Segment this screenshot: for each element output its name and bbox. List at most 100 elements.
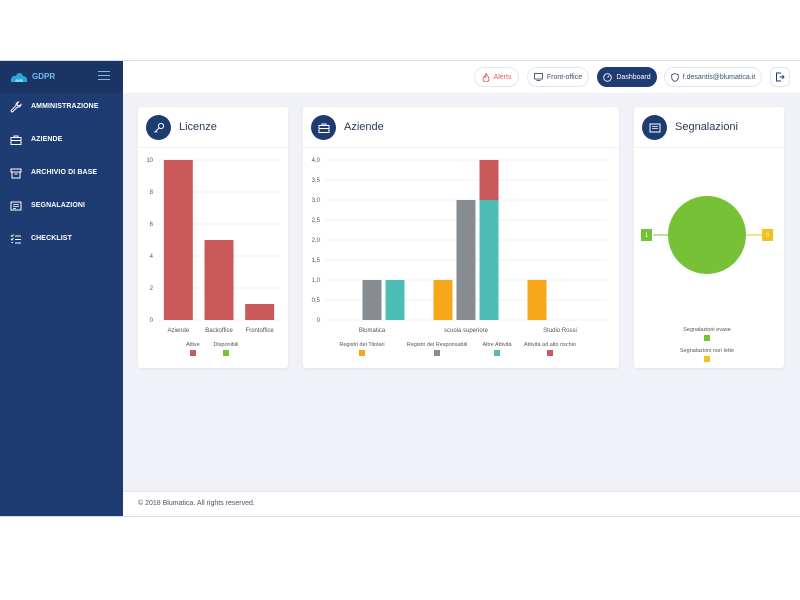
x-tick-label: Aziende [167,328,189,334]
segnalazioni-chart: 1 0 Segnalazioni evase Segnalazioni non let… [641,196,773,362]
sidebar-item-archivio[interactable]: ARCHIVIO DI BASE [0,163,123,185]
pie-slice [668,196,746,274]
y-tick-label: 3,0 [312,198,321,204]
bar [385,280,405,320]
sidebar-item-label: AZIENDE [31,136,63,143]
sidebar-item-label: ARCHIVIO DI BASE [31,169,98,176]
legend-label: Segnalazioni non lette [680,348,734,354]
logout-button[interactable] [770,67,790,87]
card-title: Aziende [344,121,384,133]
y-tick-label: 4,0 [312,158,321,164]
licenze-chart: 0 2 4 6 8 10 Aziende Backoffice Frontoffice Attiv… [146,158,280,356]
sidebar-item-checklist[interactable]: CHECKLIST [0,229,123,251]
shield-icon [671,72,679,82]
logout-icon [776,72,785,82]
legend-swatch [547,350,553,356]
legend-swatch [494,350,500,356]
segnalazioni-card: Segnalazioni 1 0 Segnalazioni evase Segnala… [634,107,784,368]
alerts-label: Alerts [493,73,512,81]
y-tick-label: 8 [150,190,154,196]
legend-swatch [223,350,229,356]
bar [479,160,499,200]
bar [527,280,547,320]
bar [433,280,453,320]
bar [163,160,193,320]
y-tick-label: 0,5 [312,298,321,304]
legend-label: Registri dei Responsabili [407,342,468,348]
x-tick-label: Blumatica [359,328,386,334]
legend-swatch [434,350,440,356]
dashboard-icon [603,72,613,82]
flame-icon [482,72,489,82]
legend-label: Attività ad alto rischio [524,342,576,348]
monitor-icon [533,73,543,81]
checklist-icon [10,234,21,244]
card-header: Licenze [138,107,288,148]
legend-label: Attive [186,342,200,348]
legend-label: Altre Attività [482,342,512,348]
sidebar-item-label: SEGNALAZIONI [31,202,86,209]
licenze-card: Licenze 0 2 4 6 8 10 Aziende Backoffice Frontoff… [138,107,288,368]
legend-swatch [359,350,365,356]
x-tick-label: Studio Rossi [543,328,577,334]
bar [456,200,476,320]
app-name: GDPR [32,72,56,81]
x-tick-label: scuola superiore [444,328,489,334]
legend-swatch [704,356,710,362]
legend-label: Registri dei Titolari [339,342,384,348]
bar [479,200,499,320]
copyright-text: © 2018 Blumatica. All rights reserved. [138,500,255,507]
value-label: 1 [645,233,649,239]
value-label: 0 [766,233,770,239]
user-account-button[interactable]: f.desantis@blumatica.it [664,67,762,87]
archive-icon [10,168,22,179]
aziende-card: Aziende 0 0,5 1,0 1,5 2,0 2,5 3,0 3,5 4,0 Blumati… [303,107,619,368]
legend-swatch [704,335,710,341]
briefcase-icon [10,135,22,145]
bar [362,280,382,320]
y-tick-label: 6 [150,222,154,228]
user-email: f.desantis@blumatica.it [682,73,756,81]
y-tick-label: 2,0 [312,238,321,244]
key-icon [146,115,171,140]
wrench-icon [10,101,22,113]
value-label-box [762,229,773,241]
legend-label: Segnalazioni evase [683,327,731,333]
y-tick-label: 2 [150,286,154,292]
app-frame: GDPR AMMINISTRAZIONE AZIENDE ARCHIVIO DI… [0,60,800,517]
y-tick-label: 3,5 [312,178,321,184]
sidebar-item-segnalazioni[interactable]: SEGNALAZIONI [0,196,123,218]
bar [204,240,234,320]
x-tick-label: Backoffice [205,328,233,334]
y-tick-label: 4 [150,254,154,260]
y-tick-label: 0 [317,318,321,324]
briefcase-icon [311,115,336,140]
dashboard-label: Dashboard [616,73,651,81]
message-icon [10,201,22,211]
logo-icon [10,73,28,82]
alerts-button[interactable]: Alerts [474,67,519,87]
topbar: Alerts Front-office Dashboard f.desantis… [123,61,800,93]
message-icon [642,115,667,140]
sidebar: GDPR AMMINISTRAZIONE AZIENDE ARCHIVIO DI… [0,61,123,516]
frontoffice-button[interactable]: Front-office [527,67,589,87]
footer: © 2018 Blumatica. All rights reserved. [123,491,800,516]
y-tick-label: 0 [150,318,154,324]
legend-swatch [190,350,196,356]
card-header: Segnalazioni [634,107,784,148]
sidebar-item-amministrazione[interactable]: AMMINISTRAZIONE [0,97,123,119]
x-tick-label: Frontoffice [246,328,275,334]
menu-toggle-icon[interactable] [98,71,110,83]
card-title: Licenze [179,121,217,133]
y-tick-label: 2,5 [312,218,321,224]
value-label-box [641,229,652,241]
sidebar-item-aziende[interactable]: AZIENDE [0,130,123,152]
dashboard-button[interactable]: Dashboard [597,67,657,87]
frontoffice-label: Front-office [546,73,583,81]
aziende-chart: 0 0,5 1,0 1,5 2,0 2,5 3,0 3,5 4,0 Blumatica scuola… [312,158,607,356]
sidebar-header: GDPR [0,61,123,93]
y-tick-label: 1,0 [312,278,321,284]
sidebar-item-label: CHECKLIST [31,235,72,242]
y-tick-label: 1,5 [312,258,321,264]
y-tick-label: 10 [146,158,153,164]
